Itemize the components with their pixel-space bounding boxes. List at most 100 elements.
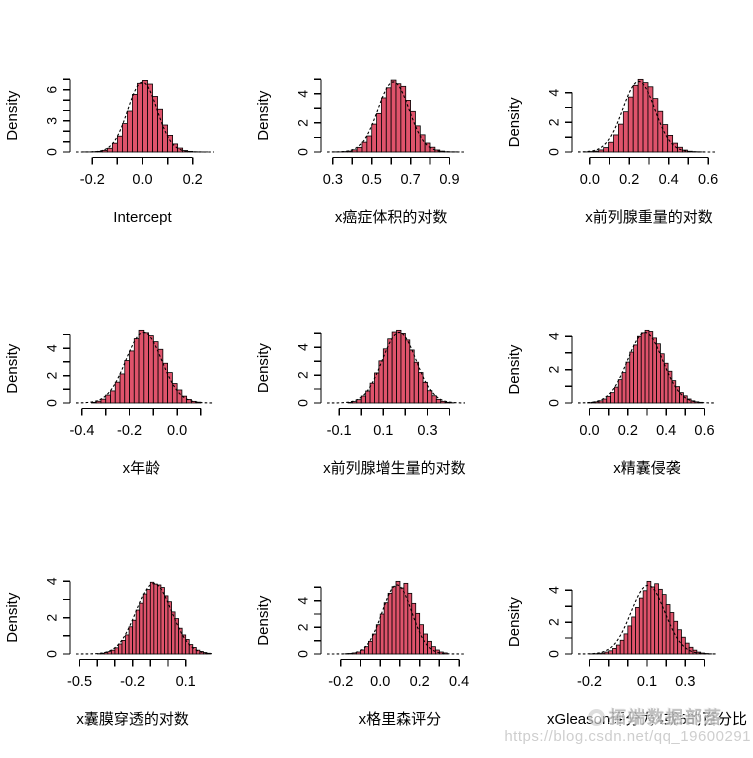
x-tick-label: 0.4 — [656, 423, 676, 439]
y-tick-label: 0 — [295, 148, 311, 156]
histogram-bar — [172, 612, 176, 654]
histogram-bar — [381, 98, 386, 152]
x-axis-title: x精囊侵袭 — [613, 460, 681, 477]
y-axis-title: Density — [506, 597, 523, 648]
histogram-bar — [672, 381, 676, 403]
x-axis-title: x前列腺增生量的对数 — [323, 460, 466, 477]
x-tick-label: 0.9 — [439, 172, 459, 188]
y-axis-title: Density — [255, 595, 272, 646]
histogram-bar — [147, 590, 151, 654]
histogram-bar — [133, 620, 137, 654]
histogram-bar — [662, 595, 666, 654]
y-axis-title: Density — [4, 90, 21, 141]
x-tick-label: -0.2 — [80, 172, 105, 188]
histogram-bar — [613, 648, 617, 654]
y-axis — [314, 79, 321, 152]
histogram-bar — [416, 613, 420, 654]
histogram-bar — [649, 332, 653, 403]
histogram-bar — [392, 587, 396, 654]
histogram-bar — [643, 83, 648, 152]
histogram-bar — [445, 402, 449, 403]
y-tick-label: 2 — [44, 614, 60, 622]
histogram-bar — [376, 625, 380, 654]
x-tick-label: 0.3 — [323, 172, 343, 188]
histogram-bar — [616, 645, 620, 654]
histogram-bar — [352, 150, 357, 152]
y-tick-label: 2 — [546, 366, 562, 374]
y-axis-title: Density — [4, 343, 21, 394]
x-tick-label: -0.2 — [117, 423, 142, 439]
x-axis — [590, 409, 705, 416]
y-tick-label: 4 — [44, 344, 60, 352]
y-tick-label: 0 — [546, 399, 562, 407]
x-axis — [82, 409, 201, 416]
y-tick-label: 4 — [44, 577, 60, 585]
y-tick-labels: 0 2 4 — [546, 332, 562, 407]
histogram-bar — [163, 125, 168, 152]
x-tick-label: 0.1 — [637, 674, 657, 690]
histogram-bar — [611, 393, 615, 403]
histogram-bar — [132, 94, 137, 152]
y-axis — [63, 79, 70, 152]
histogram-bar — [406, 100, 411, 152]
x-tick-label: -0.2 — [120, 674, 145, 690]
histogram-bars — [97, 582, 210, 654]
x-tick-label: 0.5 — [362, 172, 382, 188]
y-tick-labels: 036 — [44, 86, 60, 156]
histogram-bar — [122, 124, 127, 152]
y-tick-label: 4 — [295, 343, 311, 351]
histogram-bar — [357, 147, 362, 152]
y-axis-title: Density — [255, 90, 272, 141]
y-tick-label: 4 — [546, 332, 562, 340]
histogram-bar — [352, 402, 356, 403]
histogram-bar — [108, 652, 112, 654]
histogram-bar — [396, 581, 400, 654]
histogram-bars — [82, 80, 207, 152]
histogram-bar — [401, 86, 406, 152]
histogram-bar — [391, 80, 396, 152]
histogram-bar — [120, 374, 125, 403]
x-tick-label: 0.0 — [580, 172, 600, 188]
histogram-bar — [158, 109, 163, 152]
histogram-bar — [111, 391, 116, 403]
histogram-bar — [117, 136, 122, 152]
histogram-bar — [101, 399, 106, 403]
histogram-bar — [408, 593, 412, 654]
histogram-bar — [168, 373, 173, 403]
histogram-bars — [590, 581, 713, 654]
y-axis — [565, 590, 572, 654]
histogram-bar — [388, 593, 392, 654]
x-tick-label: -0.1 — [327, 423, 352, 439]
y-tick-labels: 024 — [44, 344, 60, 407]
histogram-bar — [125, 361, 130, 403]
histogram-bar — [388, 339, 392, 403]
y-tick-label: 2 — [546, 118, 562, 126]
histogram-bar — [639, 598, 643, 654]
histogram-bar — [594, 151, 599, 152]
histogram-bar — [384, 603, 388, 654]
histogram-bar — [112, 143, 117, 152]
x-tick-label: 0.7 — [400, 172, 420, 188]
histogram-bar — [150, 582, 154, 654]
histogram-bar — [643, 591, 647, 654]
y-axis-title: Density — [4, 592, 21, 643]
x-axis-title: x年龄 — [123, 460, 161, 477]
histogram-bar — [177, 390, 182, 403]
y-axis-title: Density — [506, 97, 523, 148]
x-tick-label: -0.4 — [69, 423, 94, 439]
histogram-bar — [599, 150, 604, 152]
y-axis-title: Density — [506, 344, 523, 395]
histogram-bar — [189, 645, 193, 654]
x-axis — [339, 409, 449, 416]
y-tick-label: 2 — [546, 618, 562, 626]
y-tick-label: 3 — [44, 117, 60, 125]
histogram-bar — [641, 333, 645, 403]
